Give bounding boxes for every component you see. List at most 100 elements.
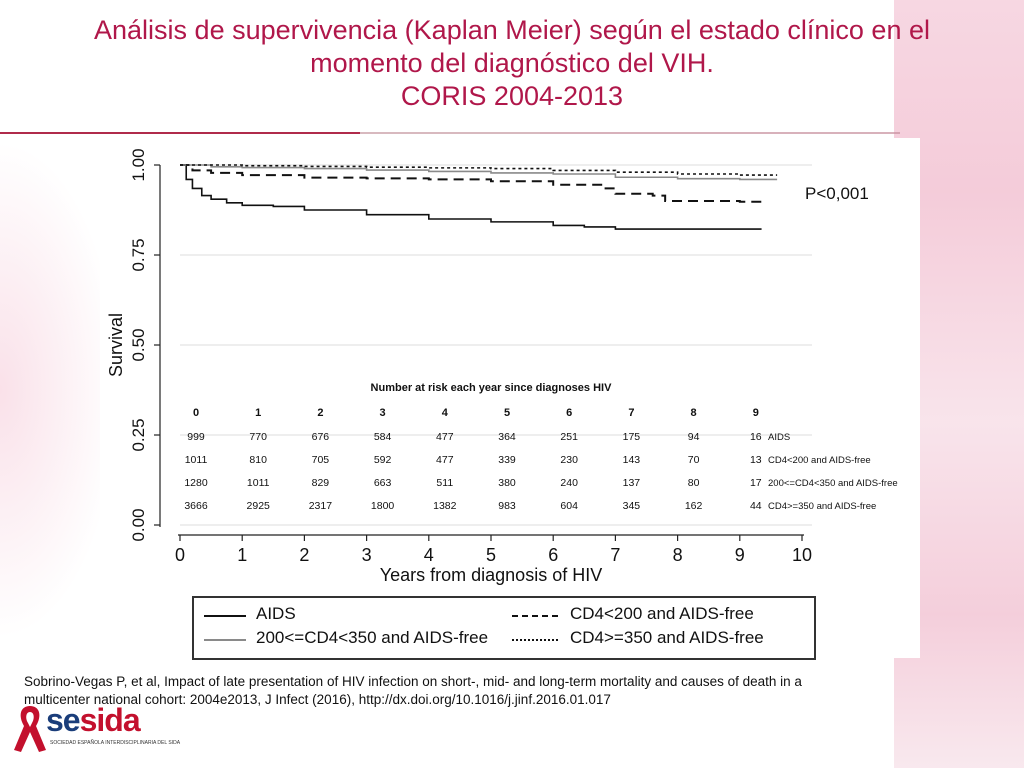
risk-table-year: 3: [380, 407, 386, 419]
risk-table-cell: 999: [187, 431, 205, 443]
x-tick-label: 3: [362, 545, 372, 565]
legend-swatch-cd4-lt200: [512, 615, 558, 617]
risk-table-cell: 94: [688, 431, 700, 443]
x-tick-label: 0: [175, 545, 185, 565]
risk-table-title: Number at risk each year since diagnoses…: [371, 382, 613, 394]
logo-text-part-1: se: [46, 702, 81, 738]
citation-line-2: multicenter national cohort: 2004e2013, …: [24, 692, 611, 707]
x-tick-label: 6: [548, 545, 558, 565]
risk-table-cell: 175: [623, 431, 641, 443]
risk-table-year: 1: [255, 407, 261, 419]
x-tick-label: 1: [237, 545, 247, 565]
risk-table-year: 7: [628, 407, 634, 419]
x-tick-label: 7: [610, 545, 620, 565]
citation-line-1: Sobrino-Vegas P, et al, Impact of late p…: [24, 674, 802, 689]
legend-swatch-aids: [204, 615, 246, 617]
risk-table-year: 6: [566, 407, 572, 419]
risk-table-cell: 380: [498, 477, 516, 489]
legend-label-cd4-200-350: 200<=CD4<350 and AIDS-free: [256, 628, 489, 647]
risk-table-cell: 240: [560, 477, 578, 489]
risk-table-year: 4: [442, 407, 449, 419]
km-figure: 0.00 0.25 0.50 0.75 1.00 Survival 0 1 2 3 4 5 6 7 8 9 10…: [100, 138, 920, 660]
x-tick-label: 4: [424, 545, 434, 565]
logo-wordmark: sesida: [46, 702, 141, 739]
risk-table-cell: 13: [750, 454, 762, 466]
legend-label-cd4-lt200: CD4<200 and AIDS-free: [570, 604, 754, 623]
legend-label-aids: AIDS: [256, 604, 296, 623]
risk-table-year: 9: [753, 407, 759, 419]
x-axis-label: Years from diagnosis of HIV: [380, 565, 602, 585]
citation: Sobrino-Vegas P, et al, Impact of late p…: [24, 673, 984, 709]
risk-table-cell: 604: [560, 500, 578, 512]
risk-table-cell: 592: [374, 454, 392, 466]
risk-table-year: 5: [504, 407, 510, 419]
risk-table-cell: 80: [688, 477, 700, 489]
title-divider-mid: [360, 132, 540, 134]
risk-table-cell: 251: [560, 431, 578, 443]
risk-table-year: 0: [193, 407, 199, 419]
x-tick-label: 2: [299, 545, 309, 565]
risk-table-cell: 162: [685, 500, 703, 512]
x-tick-label: 9: [735, 545, 745, 565]
title-line-2: momento del diagnóstico del VIH.: [310, 48, 714, 78]
y-tick-label: 0.25: [129, 418, 148, 451]
risk-table-cell: 339: [498, 454, 516, 466]
km-curve-3: [180, 164, 778, 176]
km-curve-1: [180, 164, 762, 203]
risk-table-cell: 2317: [309, 500, 333, 512]
risk-table-year: 2: [317, 407, 323, 419]
risk-table-cell: 3666: [184, 500, 208, 512]
slide-title: Análisis de supervivencia (Kaplan Meier)…: [0, 14, 1024, 113]
risk-table-row-label: CD4>=350 and AIDS-free: [768, 501, 876, 512]
risk-table-cell: 137: [623, 477, 641, 489]
risk-table-cell: 2925: [247, 500, 271, 512]
risk-table-cell: 143: [623, 454, 641, 466]
legend-label-cd4-ge350: CD4>=350 and AIDS-free: [570, 628, 764, 647]
y-tick-label: 0.75: [129, 238, 148, 271]
risk-table-cell: 16: [750, 431, 762, 443]
risk-table-year: 8: [691, 407, 697, 419]
y-tick-label: 0.00: [129, 508, 148, 541]
risk-table-cell: 584: [374, 431, 392, 443]
risk-table-cell: 705: [312, 454, 330, 466]
title-line-3: CORIS 2004-2013: [400, 81, 624, 111]
risk-table-cell: 70: [688, 454, 700, 466]
y-tick-label: 0.50: [129, 328, 148, 361]
risk-table-cell: 345: [623, 500, 641, 512]
x-tick-label: 8: [673, 545, 683, 565]
risk-table-cell: 1011: [185, 454, 208, 466]
risk-table-cell: 511: [436, 477, 453, 489]
km-curve-2: [180, 164, 778, 181]
risk-table-cell: 364: [498, 431, 516, 443]
km-curve-0: [180, 164, 762, 230]
risk-table-cell: 829: [312, 477, 330, 489]
risk-table-cell: 1011: [247, 477, 270, 489]
title-divider: [0, 132, 360, 134]
x-tick-label: 5: [486, 545, 496, 565]
risk-table-row-label: AIDS: [768, 432, 790, 443]
y-axis-label: Survival: [106, 313, 126, 377]
p-value-annotation: P<0,001: [805, 184, 869, 203]
y-tick-label: 1.00: [129, 148, 148, 181]
title-line-1: Análisis de supervivencia (Kaplan Meier)…: [94, 15, 930, 45]
logo-subtitle: SOCIEDAD ESPAÑOLA INTERDISCIPLINARIA DEL…: [50, 740, 181, 746]
legend-swatch-cd4-200-350: [204, 639, 246, 641]
risk-table-cell: 983: [498, 500, 516, 512]
x-tick-label: 10: [792, 545, 812, 565]
risk-table-cell: 230: [560, 454, 578, 466]
risk-table-cell: 676: [312, 431, 330, 443]
risk-table-cell: 1800: [371, 500, 395, 512]
risk-table-row-label: CD4<200 and AIDS-free: [768, 455, 871, 466]
logo-text-part-2: sida: [79, 702, 141, 738]
chart-legend: AIDS CD4<200 and AIDS-free 200<=CD4<350 …: [192, 596, 816, 660]
risk-table-cell: 810: [249, 454, 267, 466]
risk-table-cell: 1280: [184, 477, 208, 489]
risk-table-cell: 663: [374, 477, 392, 489]
risk-table-cell: 1382: [433, 500, 457, 512]
legend-swatch-cd4-ge350: [512, 639, 558, 641]
red-ribbon-icon: [14, 706, 46, 752]
risk-table-cell: 477: [436, 431, 454, 443]
risk-table-cell: 17: [750, 477, 762, 489]
risk-table-cell: 477: [436, 454, 454, 466]
